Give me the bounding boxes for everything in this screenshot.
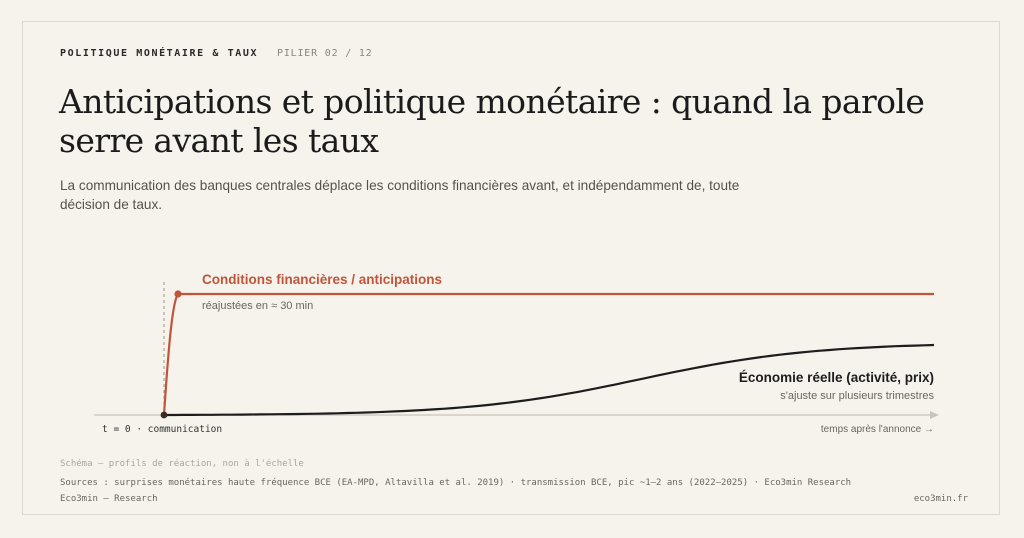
site-link[interactable]: eco3min.fr — [913, 494, 968, 504]
series-label-financial: Conditions financières / anticipations — [202, 272, 443, 287]
sources-line: Sources : surprises monétaires haute fré… — [60, 478, 852, 488]
brand-name: Eco3min — Research — [60, 494, 158, 504]
page-title: Anticipations et politique monétaire : q… — [59, 82, 925, 160]
x-axis-arrow — [930, 411, 939, 419]
financial-reaction-point — [174, 290, 182, 298]
page-subtitle: La communication des banques centrales d… — [60, 178, 740, 212]
x-axis-label: temps après l'annonce → — [820, 424, 934, 435]
series-label-economy: Économie réelle (activité, prix) — [738, 370, 934, 385]
section-kicker: POLITIQUE MONÉTAIRE & TAUX — [60, 48, 259, 59]
origin-point — [160, 411, 168, 419]
event-marker-label: t = 0 · communication — [102, 424, 223, 435]
pillar-counter: PILIER 02 / 12 — [277, 48, 373, 59]
diagram-note: Schéma — profils de réaction, non à l'éc… — [60, 459, 304, 469]
series-note-economy: s'ajuste sur plusieurs trimestres — [780, 390, 934, 402]
series-line-economy — [164, 343, 935, 417]
series-note-financial: réajustées en ≈ 30 min — [202, 300, 314, 312]
card-frame — [22, 21, 1000, 515]
